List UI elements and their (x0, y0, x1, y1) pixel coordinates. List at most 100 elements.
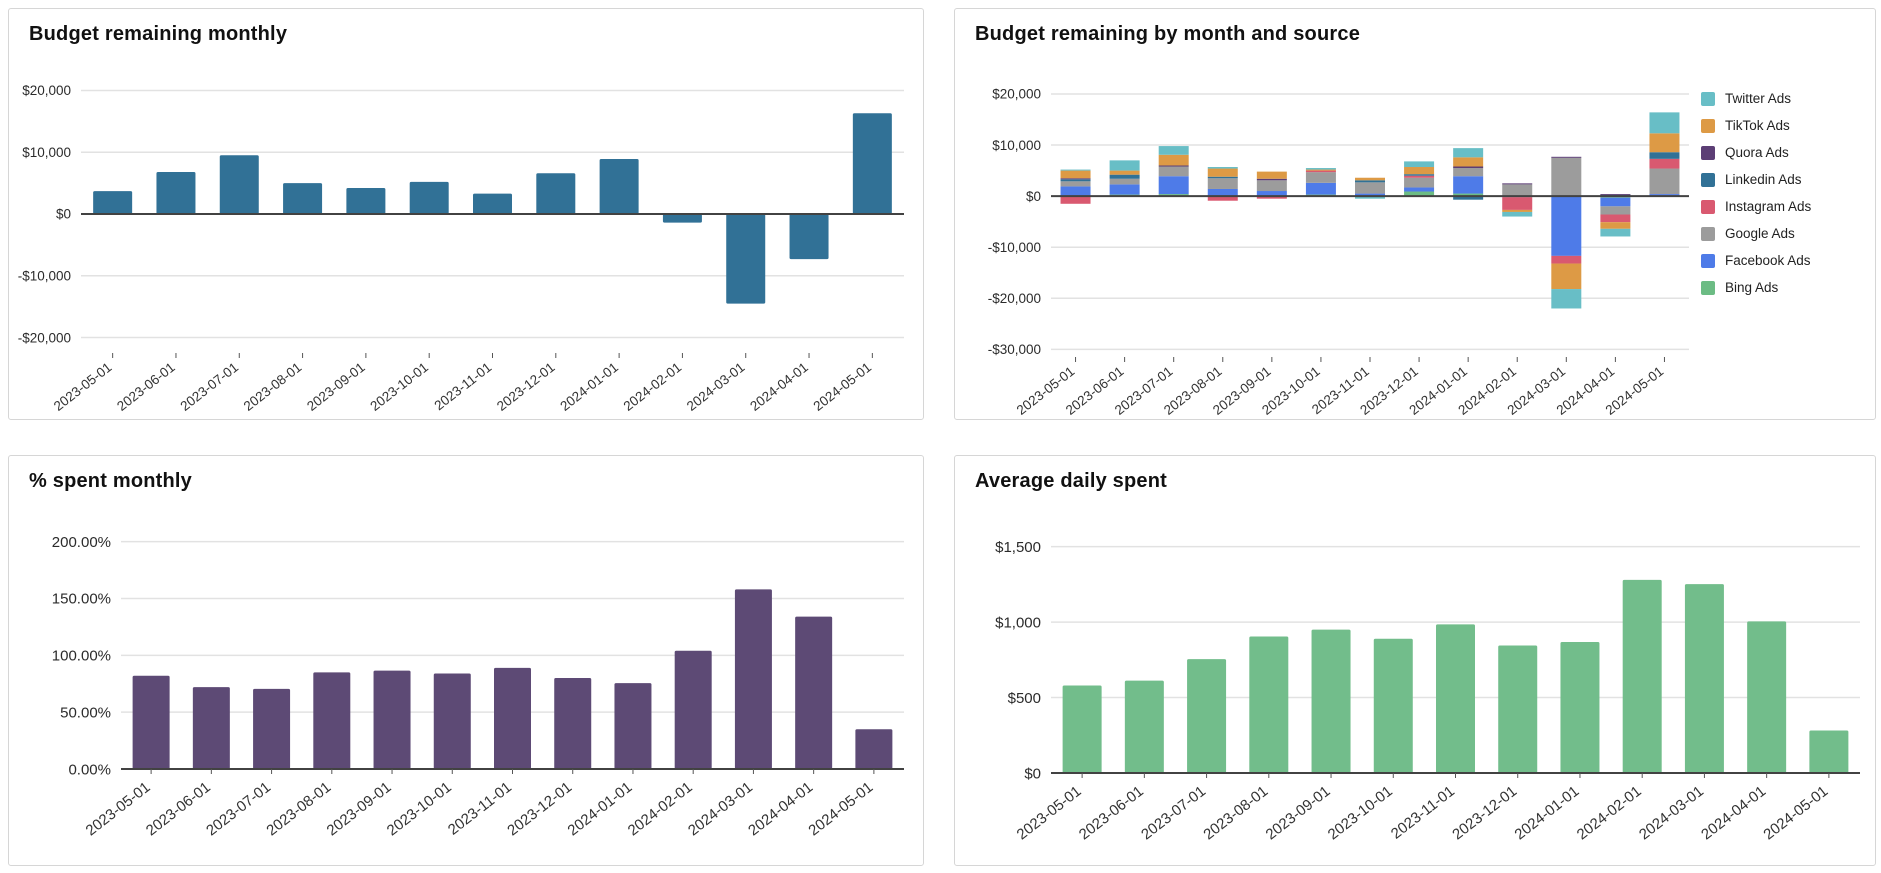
legend-label: Quora Ads (1725, 145, 1789, 160)
stack-segment-facebook-ads (1207, 188, 1238, 197)
x-tick-label: 2023-10-01 (367, 360, 431, 414)
legend-label: Google Ads (1725, 226, 1795, 241)
stack-segment-tiktok-ads (1305, 169, 1336, 171)
stack-segment-quora-ads (1502, 183, 1533, 185)
x-tick-label: 2024-04-01 (1698, 783, 1769, 844)
x-tick-label: 2023-05-01 (51, 360, 115, 414)
stack-segment-twitter-ads (1109, 160, 1140, 171)
x-tick-label: 2023-05-01 (83, 779, 154, 840)
x-tick-label: 2024-05-01 (811, 360, 875, 414)
stack-segment-linkedin-ads (1355, 180, 1385, 183)
bar-2023-07-01 (1187, 659, 1227, 773)
legend-item-tiktok-ads[interactable]: TikTok Ads (1701, 112, 1811, 139)
pct-spent-monthly-chart: 200.00% 150.00% 100.00% 50.00% 0.00% 2023-05-… (9, 456, 923, 865)
x-tick-label: 2024-04-01 (745, 779, 816, 840)
bar-2023-11-01 (1436, 624, 1475, 773)
y-tick-label: -$20,000 (18, 330, 71, 345)
stack-segment-google-ads (1551, 157, 1582, 197)
stack-segment-bing-ads (1453, 193, 1484, 197)
stack-segment-quora-ads (1256, 178, 1287, 181)
stack-segment-bing-ads (1158, 194, 1189, 197)
legend-item-instagram-ads[interactable]: Instagram Ads (1701, 193, 1811, 220)
x-tick-label: 2024-05-01 (805, 779, 876, 840)
y-tick-label: $10,000 (992, 138, 1041, 153)
legend-item-bing-ads[interactable]: Bing Ads (1701, 274, 1811, 301)
y-tick-label: $1,000 (995, 614, 1041, 631)
legend-color-swatch-icon (1701, 280, 1715, 295)
budget-remaining-monthly-chart: $20,000 $10,000 $0 -$10,000 -$20,000 2023-05-… (9, 9, 923, 419)
legend-item-linkedin-ads[interactable]: Linkedin Ads (1701, 166, 1811, 193)
stack-segment-facebook-ads (1109, 184, 1140, 195)
legend-item-facebook-ads[interactable]: Facebook Ads (1701, 247, 1811, 274)
chart-card-average-daily-spent: Average daily spent $1,500 $1,000 $500 $0 20… (954, 455, 1876, 866)
legend-label: Bing Ads (1725, 280, 1779, 295)
x-tick-label: 2023-08-01 (1200, 783, 1271, 844)
x-tick-label: 2023-11-01 (445, 779, 515, 839)
stack-segment-instagram-ads (1256, 196, 1287, 199)
stack-segment-google-ads (1404, 177, 1435, 188)
bar-2023-05-01 (93, 191, 133, 214)
stack-segment-twitter-ads (1453, 148, 1484, 158)
y-tick-label: 100.00% (52, 648, 111, 665)
legend-label: Linkedin Ads (1725, 172, 1802, 187)
bar-2024-03-01 (726, 214, 766, 304)
bar-2023-12-01 (554, 678, 592, 769)
stack-segment-facebook-ads (1305, 182, 1336, 195)
bar-2024-02-01 (674, 650, 712, 769)
stack-segment-facebook-ads (1256, 191, 1287, 197)
x-tick-label: 2023-10-01 (1325, 783, 1396, 844)
legend-item-quora-ads[interactable]: Quora Ads (1701, 139, 1811, 166)
x-tick-label: 2024-03-01 (684, 360, 748, 414)
stack-segment-facebook-ads (1649, 194, 1680, 196)
bar-2024-02-01 (1622, 579, 1662, 773)
bar-2024-05-01 (855, 729, 893, 769)
stack-segment-facebook-ads (1453, 176, 1484, 194)
x-tick-label: 2023-12-01 (1449, 783, 1520, 844)
x-tick-label: 2024-01-01 (564, 779, 635, 840)
stack-segment-quora-ads (1551, 156, 1582, 158)
stack-segment-tiktok-ads (1158, 154, 1189, 166)
stack-segment-twitter-ads (1158, 146, 1189, 155)
budget-remaining-monthly-svg: $20,000 $10,000 $0 -$10,000 -$20,000 2023-05-… (18, 83, 904, 414)
x-tick-label: 2023-07-01 (177, 360, 241, 414)
stack-segment-instagram-ads (1305, 170, 1336, 173)
stack-segment-twitter-ads (1404, 161, 1435, 168)
legend-color-swatch-icon (1701, 145, 1715, 160)
stack-segment-tiktok-ads (1649, 133, 1680, 153)
legend-label: Twitter Ads (1725, 91, 1792, 106)
legend-item-google-ads[interactable]: Google Ads (1701, 220, 1811, 247)
x-tick-label: 2023-09-01 (1263, 783, 1334, 844)
legend: Twitter Ads TikTok Ads Quora Ads Linkedin A… (1701, 85, 1811, 301)
stack-segment-linkedin-ads (1060, 179, 1091, 182)
x-tick-label: 2023-06-01 (114, 360, 178, 414)
stack-segment-twitter-ads (1305, 168, 1336, 170)
bar-2023-11-01 (473, 193, 512, 214)
stack-segment-tiktok-ads (1355, 177, 1385, 181)
x-tick-label: 2024-02-01 (1574, 783, 1645, 844)
stack-segment-quora-ads (1453, 166, 1484, 169)
bar-2023-10-01 (1373, 638, 1413, 773)
stack-segment-twitter-ads (1600, 228, 1631, 237)
y-tick-label: $20,000 (22, 83, 71, 98)
stack-segment-tiktok-ads (1060, 170, 1091, 179)
stack-segment-google-ads (1600, 206, 1631, 215)
stack-segment-tiktok-ads (1551, 263, 1582, 290)
stack-segment-google-ads (1355, 182, 1385, 194)
stack-segment-bing-ads (1404, 191, 1435, 197)
stack-segment-twitter-ads (1502, 211, 1533, 217)
y-tick-label: $0 (1026, 189, 1041, 204)
legend-color-swatch-icon (1701, 253, 1715, 268)
stack-segment-quora-ads (1158, 165, 1189, 167)
legend-color-swatch-icon (1701, 118, 1715, 133)
stack-segment-facebook-ads (1551, 196, 1582, 256)
bar-2023-05-01 (132, 675, 170, 769)
stack-segment-google-ads (1453, 168, 1484, 177)
legend-item-twitter-ads[interactable]: Twitter Ads (1701, 85, 1811, 112)
stack-segment-tiktok-ads (1404, 167, 1435, 175)
stack-segment-tiktok-ads (1109, 170, 1140, 175)
x-tick-label: 2023-07-01 (203, 779, 274, 840)
stack-segment-google-ads (1207, 178, 1238, 189)
stack-segment-tiktok-ads (1502, 209, 1533, 212)
bar-2024-03-01 (734, 589, 772, 769)
chart-card-budget-remaining-monthly: Budget remaining monthly $20,000 $10,000 $… (8, 8, 924, 420)
